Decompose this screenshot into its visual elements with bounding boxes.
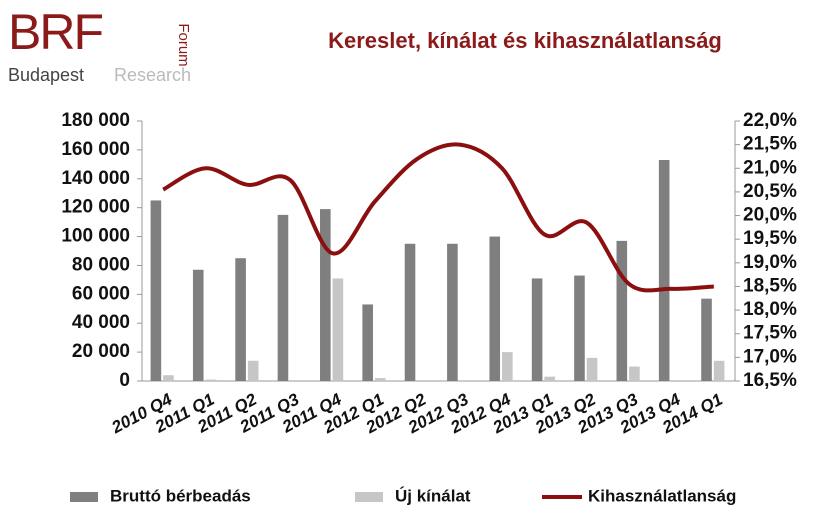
logo-brand: BRF [8,4,102,60]
y-tick-label: 120 000 [61,197,130,218]
y2-tick-label: 19,0% [743,252,797,273]
y2-tick-label: 21,5% [743,134,797,155]
y2-tick-label: 18,0% [743,299,797,320]
chart-title: Kereslet, kínálat és kihasználatlanság [328,28,722,53]
bar [701,298,712,381]
y-tick-label: 0 [119,370,130,391]
bar [247,360,259,381]
legend-swatch [70,492,98,502]
y-tick-label: 100 000 [61,226,130,247]
bar [374,378,386,381]
y2-tick-label: 16,5% [743,370,797,391]
y-tick-label: 180 000 [61,110,130,131]
y-tick-label: 20 000 [72,341,130,362]
bar [163,375,174,381]
bar [404,243,416,381]
logo-vertical: Forum [175,23,192,66]
logo-left: Budapest [8,65,84,85]
y-tick-label: 40 000 [72,312,130,333]
y-tick-label: 60 000 [72,283,130,304]
y2-tick-label: 17,0% [743,346,797,367]
legend-label: Bruttó bérbeadás [110,486,251,505]
y-tick-label: 160 000 [61,139,130,160]
y2-tick-label: 20,0% [743,205,797,226]
bar [629,366,640,381]
y2-tick-label: 22,0% [743,110,797,131]
legend-swatch [355,492,383,502]
bar [658,160,670,381]
legend-label: Kihasználatlanság [588,486,736,505]
y2-tick-label: 21,0% [743,157,797,178]
y2-tick-label: 20,5% [743,181,797,202]
bar [332,278,344,381]
bar [192,269,204,381]
bar [447,243,458,381]
bar [320,209,331,381]
bar [362,304,373,381]
bar [277,214,289,381]
bar [544,376,555,381]
bar [235,258,246,381]
legend-label: Új kínálat [395,486,471,505]
bar [586,357,598,381]
bar [616,240,628,381]
y2-tick-label: 17,5% [743,323,797,344]
bar [531,278,543,381]
y-tick-label: 80 000 [72,254,130,275]
line [162,142,714,293]
bar [205,379,217,381]
bar [150,200,162,381]
y-tick-label: 140 000 [61,168,130,189]
logo-right: Research [114,65,191,85]
y2-tick-label: 19,5% [743,228,797,249]
y2-tick-label: 18,5% [743,275,797,296]
bar [574,275,585,381]
bar [713,360,725,381]
bar [502,352,513,381]
bar [489,236,501,381]
